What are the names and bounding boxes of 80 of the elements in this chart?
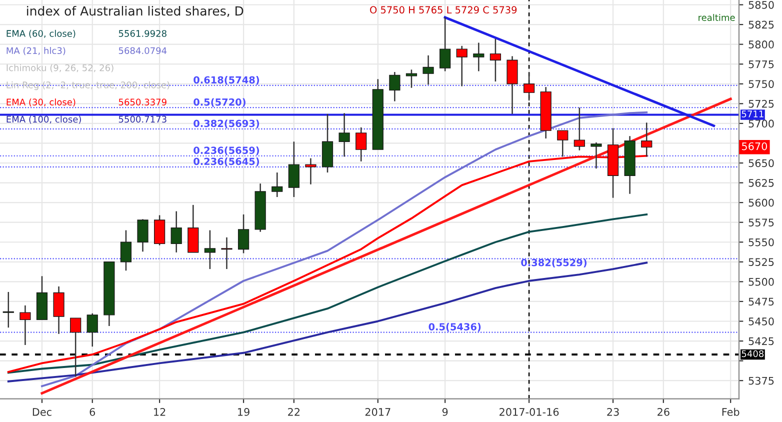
candlestick <box>137 218 148 252</box>
ref-line-label: 0.618(5748) <box>194 76 260 85</box>
y-tick-label: 5625 <box>748 179 774 187</box>
candlestick <box>221 236 232 270</box>
annotation: 5650.3379 <box>118 98 166 106</box>
candlestick <box>2 291 14 328</box>
candlestick <box>305 158 316 185</box>
candlestick <box>422 54 434 86</box>
y-tick-label: 5775 <box>748 60 774 68</box>
annotation: realtime <box>698 14 735 21</box>
ref-line-label: 0.382(5693) <box>194 120 260 128</box>
candlestick <box>20 304 31 346</box>
y-tick-label: 5800 <box>748 40 774 48</box>
annotation: Lin Reg (2, -2, true, true, 200, close) <box>6 81 170 90</box>
candlestick <box>288 141 300 198</box>
annotation: 5561.9928 <box>118 30 166 37</box>
y-tick-label: 5550 <box>748 238 774 246</box>
line-series <box>7 213 648 374</box>
ref-line-label: 0.382(5529) <box>521 258 587 268</box>
x-tick-label: 23 <box>607 408 619 416</box>
x-tick-label: 19 <box>238 408 250 416</box>
candlestick <box>389 71 400 102</box>
candlestick <box>53 286 64 335</box>
text: EMA (100, close) <box>6 116 81 124</box>
annotation: 5684.0794 <box>118 47 167 54</box>
candlestick <box>456 45 468 87</box>
y-tick-label: 5750 <box>748 80 774 88</box>
x-tick-label: 22 <box>288 408 300 416</box>
candlestick <box>120 230 132 272</box>
ref-line-label: 0.5(5436) <box>428 322 481 332</box>
x-tick-label: 12 <box>154 408 166 416</box>
candlestick <box>590 142 602 170</box>
y-tick-label: 5475 <box>748 298 774 306</box>
y-tick-label: 5700 <box>748 120 774 128</box>
y-tick-label: 5825 <box>748 20 774 29</box>
y-tick-label: 5375 <box>748 376 774 385</box>
y-tick-label: 5850 <box>748 0 774 9</box>
y-tick-label: 5725 <box>748 100 774 108</box>
ref-line-label: 0.5(5720) <box>194 98 246 107</box>
annotation: Ichimoku (9, 26, 52, 26) <box>6 64 114 72</box>
ref-line-label: 5408 <box>742 350 764 358</box>
candlestick <box>523 71 535 102</box>
candlestick <box>506 56 518 115</box>
candlestick <box>356 126 367 162</box>
y-tick-label: 5575 <box>748 218 774 226</box>
candlestick <box>204 230 216 270</box>
chart-title: index of Australian listed shares, D <box>27 6 244 17</box>
ref-line-label: 5711 <box>742 110 764 118</box>
text: MA (21, hlc3) <box>6 47 66 56</box>
x-tick-label: 2017-01-16 <box>500 408 559 416</box>
y-tick-label: 5425 <box>748 337 774 346</box>
candlestick <box>473 42 484 72</box>
candlestick <box>86 312 98 348</box>
y-tick-label: 5525 <box>748 258 774 266</box>
ref-line-label: 0.236(5645) <box>194 158 260 166</box>
y-tick-label: 5500 <box>748 278 774 286</box>
x-tick-label: Dec <box>32 408 52 416</box>
x-tick-label: Feb <box>722 408 740 416</box>
annotation: 5500.7173 <box>118 116 166 123</box>
y-tick-label: 5650 <box>748 159 774 168</box>
candlestick <box>272 172 283 198</box>
text: O 5750 H 5765 L 5729 C 5739 <box>370 6 517 14</box>
x-tick-label: 6 <box>90 408 96 416</box>
candlestick <box>170 210 182 254</box>
candlestick <box>338 112 350 158</box>
y-tick-label: 5450 <box>748 317 774 326</box>
candlestick <box>154 214 166 246</box>
candlestick <box>490 38 502 82</box>
ref-line-label: 0.236(5659) <box>194 146 260 156</box>
y-tick-label: 5600 <box>748 198 774 207</box>
candlestick <box>574 106 585 151</box>
x-tick-label: 2017 <box>365 408 390 416</box>
candlestick <box>406 69 418 88</box>
candlestick <box>238 214 250 254</box>
x-tick-label: 26 <box>658 408 670 416</box>
x-tick-label: 9 <box>442 408 448 416</box>
text: EMA (30, close) <box>6 98 76 107</box>
annotation: 5670 <box>742 142 768 150</box>
text: EMA (60, close) <box>6 30 76 38</box>
candlestick <box>440 16 451 72</box>
